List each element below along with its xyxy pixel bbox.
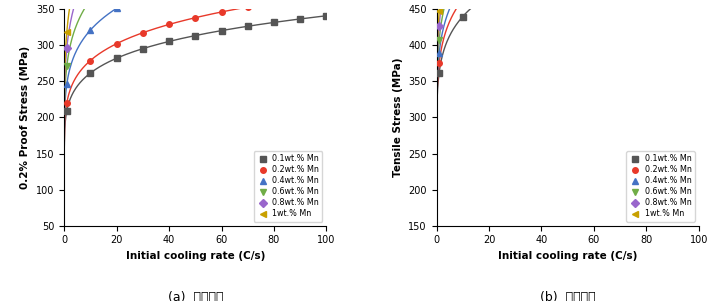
Line: 0.4wt.% Mn: 0.4wt.% Mn — [436, 0, 702, 56]
Text: (a)  항복강도: (a) 항복강도 — [168, 291, 223, 301]
0.2wt.% Mn — [63, 101, 71, 105]
0.2wt.% Mn — [191, 16, 200, 20]
0.6wt.% Mn — [435, 38, 443, 42]
0.1wt.% Mn — [63, 109, 71, 113]
Line: 0.4wt.% Mn: 0.4wt.% Mn — [64, 0, 329, 87]
0.4wt.% Mn — [113, 7, 121, 10]
0.4wt.% Mn — [86, 28, 95, 32]
Line: 0.8wt.% Mn: 0.8wt.% Mn — [64, 0, 329, 51]
Line: 0.2wt.% Mn: 0.2wt.% Mn — [436, 0, 702, 66]
0.4wt.% Mn — [63, 82, 71, 86]
0.1wt.% Mn — [270, 20, 278, 24]
0.2wt.% Mn — [217, 10, 226, 14]
Legend: 0.1wt.% Mn, 0.2wt.% Mn, 0.4wt.% Mn, 0.6wt.% Mn, 0.8wt.% Mn, 1wt.% Mn: 0.1wt.% Mn, 0.2wt.% Mn, 0.4wt.% Mn, 0.6w… — [626, 151, 694, 222]
X-axis label: Initial cooling rate (C/s): Initial cooling rate (C/s) — [125, 251, 265, 261]
0.1wt.% Mn — [458, 15, 467, 18]
0.1wt.% Mn — [191, 34, 200, 37]
1wt.% Mn — [435, 9, 443, 13]
0.2wt.% Mn — [138, 31, 147, 35]
1wt.% Mn — [63, 30, 71, 34]
0.1wt.% Mn — [296, 17, 304, 21]
0.1wt.% Mn — [113, 56, 121, 60]
0.1wt.% Mn — [165, 40, 173, 43]
0.1wt.% Mn — [322, 14, 331, 17]
0.6wt.% Mn — [86, 0, 95, 2]
0.1wt.% Mn — [138, 47, 147, 51]
X-axis label: Initial cooling rate (C/s): Initial cooling rate (C/s) — [498, 251, 637, 261]
Legend: 0.1wt.% Mn, 0.2wt.% Mn, 0.4wt.% Mn, 0.6wt.% Mn, 0.8wt.% Mn, 1wt.% Mn: 0.1wt.% Mn, 0.2wt.% Mn, 0.4wt.% Mn, 0.6w… — [254, 151, 322, 222]
Y-axis label: 0.2% Proof Stress (MPa): 0.2% Proof Stress (MPa) — [20, 46, 30, 189]
0.8wt.% Mn — [63, 46, 71, 50]
Y-axis label: Tensile Stress (MPa): Tensile Stress (MPa) — [393, 57, 403, 177]
0.2wt.% Mn — [113, 42, 121, 45]
0.8wt.% Mn — [435, 24, 443, 27]
0.2wt.% Mn — [458, 0, 467, 1]
0.2wt.% Mn — [86, 59, 95, 62]
Line: 0.8wt.% Mn: 0.8wt.% Mn — [436, 0, 702, 28]
0.6wt.% Mn — [63, 64, 71, 68]
Line: 1wt.% Mn: 1wt.% Mn — [64, 0, 329, 35]
Line: 0.1wt.% Mn: 0.1wt.% Mn — [436, 0, 702, 75]
Line: 1wt.% Mn: 1wt.% Mn — [436, 0, 702, 14]
Line: 0.1wt.% Mn: 0.1wt.% Mn — [64, 13, 329, 114]
0.2wt.% Mn — [435, 61, 443, 65]
0.1wt.% Mn — [217, 29, 226, 33]
0.1wt.% Mn — [86, 71, 95, 75]
0.2wt.% Mn — [270, 1, 278, 4]
0.2wt.% Mn — [165, 23, 173, 26]
0.1wt.% Mn — [243, 24, 252, 28]
Line: 0.6wt.% Mn: 0.6wt.% Mn — [436, 0, 702, 43]
Line: 0.6wt.% Mn: 0.6wt.% Mn — [64, 0, 329, 69]
Text: (b)  인장강도: (b) 인장강도 — [540, 291, 595, 301]
Line: 0.2wt.% Mn: 0.2wt.% Mn — [64, 0, 329, 106]
0.1wt.% Mn — [435, 71, 443, 74]
0.2wt.% Mn — [243, 5, 252, 9]
0.4wt.% Mn — [435, 51, 443, 55]
